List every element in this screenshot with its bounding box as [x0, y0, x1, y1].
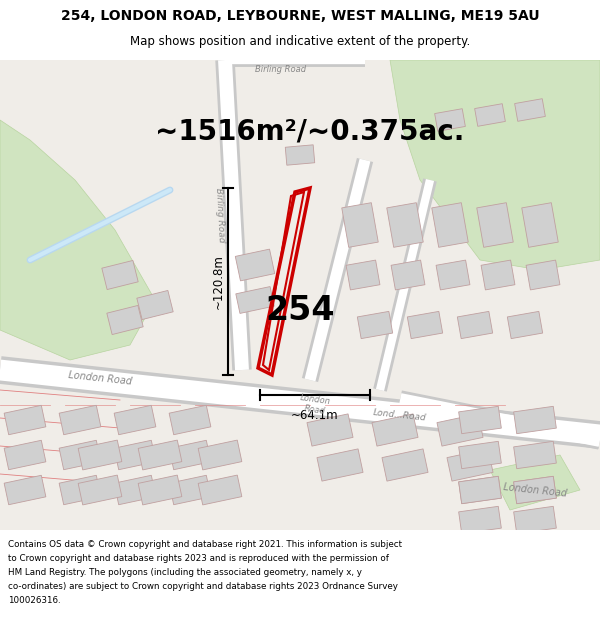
- Polygon shape: [358, 311, 392, 339]
- Polygon shape: [458, 506, 502, 534]
- Polygon shape: [436, 260, 470, 290]
- Polygon shape: [107, 306, 143, 334]
- Polygon shape: [285, 145, 315, 165]
- Text: co-ordinates) are subject to Crown copyright and database rights 2023 Ordnance S: co-ordinates) are subject to Crown copyr…: [8, 582, 398, 591]
- Text: Lond...Road: Lond...Road: [373, 408, 427, 422]
- Polygon shape: [78, 475, 122, 505]
- Polygon shape: [169, 405, 211, 435]
- Text: ~64.1m: ~64.1m: [291, 409, 339, 422]
- Polygon shape: [307, 414, 353, 446]
- Polygon shape: [169, 475, 211, 505]
- Polygon shape: [59, 475, 101, 505]
- Polygon shape: [59, 405, 101, 435]
- Polygon shape: [407, 311, 443, 339]
- Polygon shape: [458, 476, 502, 504]
- Polygon shape: [475, 104, 505, 126]
- Polygon shape: [514, 476, 556, 504]
- Text: 254: 254: [265, 294, 335, 326]
- Polygon shape: [346, 260, 380, 290]
- Polygon shape: [434, 109, 466, 131]
- Polygon shape: [390, 60, 600, 270]
- Polygon shape: [138, 440, 182, 470]
- Polygon shape: [0, 120, 155, 360]
- Text: Birling Road: Birling Road: [255, 66, 306, 74]
- Polygon shape: [508, 311, 542, 339]
- Polygon shape: [114, 405, 156, 435]
- Polygon shape: [138, 475, 182, 505]
- Polygon shape: [235, 249, 275, 281]
- Polygon shape: [137, 291, 173, 319]
- Polygon shape: [458, 476, 502, 504]
- Polygon shape: [457, 311, 493, 339]
- Text: Map shows position and indicative extent of the property.: Map shows position and indicative extent…: [130, 36, 470, 49]
- Polygon shape: [236, 287, 274, 313]
- Polygon shape: [514, 476, 556, 504]
- Text: HM Land Registry. The polygons (including the associated geometry, namely x, y: HM Land Registry. The polygons (includin…: [8, 568, 362, 577]
- Polygon shape: [477, 202, 513, 248]
- Polygon shape: [114, 440, 156, 470]
- Polygon shape: [437, 414, 483, 446]
- Text: Birling Road: Birling Road: [214, 188, 226, 242]
- Polygon shape: [526, 260, 560, 290]
- Polygon shape: [4, 405, 46, 435]
- Polygon shape: [514, 506, 556, 534]
- Polygon shape: [198, 440, 242, 470]
- Polygon shape: [198, 475, 242, 505]
- Text: 254, LONDON ROAD, LEYBOURNE, WEST MALLING, ME19 5AU: 254, LONDON ROAD, LEYBOURNE, WEST MALLIN…: [61, 9, 539, 23]
- Polygon shape: [458, 441, 502, 469]
- Polygon shape: [78, 440, 122, 470]
- Text: to Crown copyright and database rights 2023 and is reproduced with the permissio: to Crown copyright and database rights 2…: [8, 554, 389, 563]
- Polygon shape: [515, 99, 545, 121]
- Text: ~1516m²/~0.375ac.: ~1516m²/~0.375ac.: [155, 118, 464, 146]
- Text: 100026316.: 100026316.: [8, 596, 61, 605]
- Polygon shape: [114, 475, 156, 505]
- Polygon shape: [391, 260, 425, 290]
- Polygon shape: [447, 449, 493, 481]
- Polygon shape: [458, 406, 502, 434]
- Polygon shape: [4, 440, 46, 470]
- Text: Contains OS data © Crown copyright and database right 2021. This information is : Contains OS data © Crown copyright and d…: [8, 540, 402, 549]
- Polygon shape: [317, 449, 363, 481]
- Text: London Road: London Road: [68, 369, 133, 386]
- Text: London Road: London Road: [503, 482, 568, 498]
- Polygon shape: [481, 260, 515, 290]
- Polygon shape: [387, 202, 423, 248]
- Text: ~120.8m: ~120.8m: [212, 254, 224, 309]
- Text: London
Road: London Road: [298, 393, 332, 417]
- Polygon shape: [102, 261, 138, 289]
- Polygon shape: [372, 414, 418, 446]
- Polygon shape: [169, 440, 211, 470]
- Polygon shape: [490, 455, 580, 510]
- Polygon shape: [4, 475, 46, 505]
- Polygon shape: [382, 449, 428, 481]
- Polygon shape: [432, 202, 468, 248]
- Polygon shape: [514, 441, 556, 469]
- Polygon shape: [59, 440, 101, 470]
- Polygon shape: [522, 202, 558, 248]
- Polygon shape: [342, 202, 378, 248]
- Polygon shape: [514, 406, 556, 434]
